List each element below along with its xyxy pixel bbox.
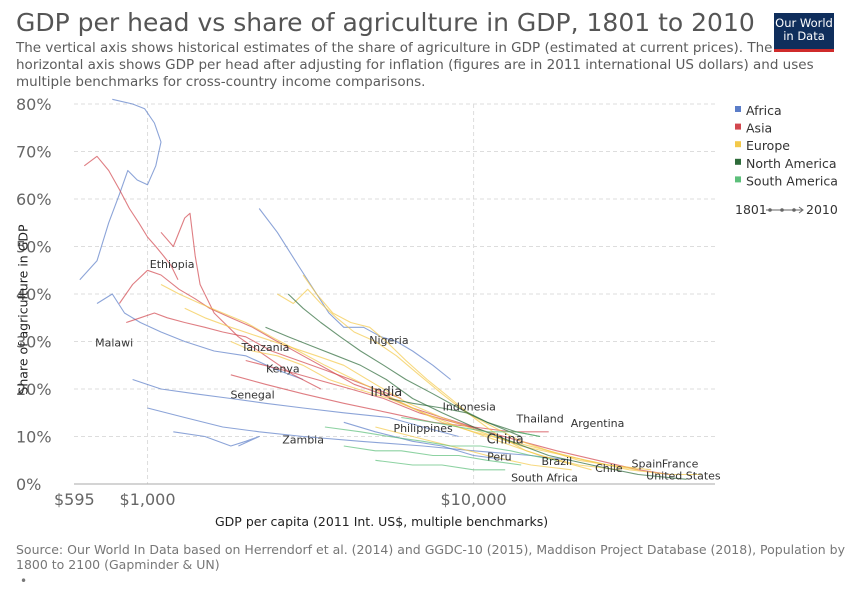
- country-label: Zambia: [282, 434, 324, 447]
- series-line-asia: [83, 155, 179, 281]
- country-label: Chile: [595, 462, 623, 475]
- time-legend-dot: [768, 208, 772, 212]
- chart-subtitle: The vertical axis shows historical estim…: [16, 40, 814, 90]
- series-line-south-america: [343, 445, 522, 466]
- time-legend-dot: [780, 208, 784, 212]
- series-line-europe: [375, 426, 572, 471]
- logo-line-2: in Data: [783, 29, 825, 43]
- series-line-europe: [160, 284, 702, 476]
- series-line-africa: [79, 98, 162, 281]
- legend-swatch: [735, 176, 741, 183]
- y-tick-label: 30%: [16, 333, 52, 352]
- country-label: Tanzania: [241, 341, 290, 354]
- country-label: China: [487, 433, 524, 448]
- y-tick-label: 20%: [16, 380, 52, 399]
- chart-title: GDP per head vs share of agriculture in …: [16, 8, 755, 37]
- country-label: Spain: [632, 457, 663, 470]
- country-label: Nigeria: [369, 334, 408, 347]
- legend-label: Europe: [746, 138, 790, 153]
- country-label: France: [662, 457, 699, 470]
- legend-swatch: [735, 158, 741, 165]
- series-line-asia: [160, 212, 322, 390]
- series-line-europe: [302, 274, 592, 471]
- y-tick-label: 40%: [16, 285, 52, 304]
- scatter-chart: 0% 10% 20% 30% 40% 50% 60% 70% 80% $595 $1,000 $10,…: [16, 95, 838, 509]
- legend-swatch: [735, 123, 741, 130]
- country-label: Ethiopia: [150, 258, 195, 271]
- legend-label: South America: [746, 173, 838, 188]
- y-tick-label: 0%: [16, 475, 41, 494]
- series-line-africa: [258, 208, 451, 380]
- country-label: Philippines: [393, 422, 453, 435]
- y-axis-title: Share of agriculture in GDP: [15, 224, 31, 395]
- y-tick-label: 70%: [16, 143, 52, 162]
- series-line-africa: [96, 293, 304, 381]
- footer-dot: •: [20, 574, 28, 588]
- legend-swatch: [735, 141, 741, 148]
- country-label: Indonesia: [443, 400, 496, 413]
- legend-label: North America: [746, 156, 837, 171]
- series-line-asia: [230, 374, 549, 433]
- x-tick-label: $595: [54, 490, 95, 509]
- x-tick-label: $10,000: [441, 490, 507, 509]
- x-axis-title: GDP per capita (2011 Int. US$, multiple …: [215, 514, 549, 529]
- series-line-south-america: [324, 426, 557, 461]
- series-line-europe: [184, 307, 652, 471]
- source-note: Source: Our World In Data based on Herre…: [16, 542, 846, 572]
- series-line-africa: [132, 378, 459, 438]
- series-line-europe: [277, 288, 639, 471]
- country-label: Malawi: [95, 336, 133, 349]
- time-legend-dot: [792, 208, 796, 212]
- legend-label: Africa: [746, 103, 782, 118]
- time-legend-start: 1801: [735, 202, 767, 217]
- y-tick-label: 10%: [16, 428, 52, 447]
- series-line-asia: [126, 312, 402, 400]
- country-label: India: [370, 385, 402, 400]
- country-label: Argentina: [571, 417, 625, 430]
- series-line-south-america: [375, 459, 506, 471]
- country-label: South Africa: [511, 472, 578, 485]
- country-label: Peru: [487, 450, 512, 463]
- series-line-south-america: [401, 416, 541, 438]
- owid-logo[interactable]: Our World in Data: [774, 13, 834, 52]
- y-tick-label: 50%: [16, 238, 52, 257]
- time-legend-end: 2010: [806, 202, 838, 217]
- x-tick-label: $1,000: [120, 490, 176, 509]
- country-label: Brazil: [541, 455, 572, 468]
- country-label: Senegal: [230, 389, 274, 402]
- series-line-africa: [147, 407, 572, 461]
- logo-line-1: Our World: [775, 16, 833, 30]
- series-line-north-america: [287, 293, 522, 438]
- country-label: Thailand: [516, 412, 564, 425]
- country-label: Kenya: [266, 362, 300, 375]
- y-tick-label: 80%: [16, 95, 52, 114]
- legend-swatch: [735, 106, 741, 112]
- y-tick-label: 60%: [16, 190, 52, 209]
- time-legend-arrow: [798, 206, 804, 214]
- series-line-africa: [173, 431, 260, 447]
- series-line-africa: [343, 421, 511, 461]
- legend-label: Asia: [746, 121, 772, 136]
- country-label: United States: [646, 469, 721, 482]
